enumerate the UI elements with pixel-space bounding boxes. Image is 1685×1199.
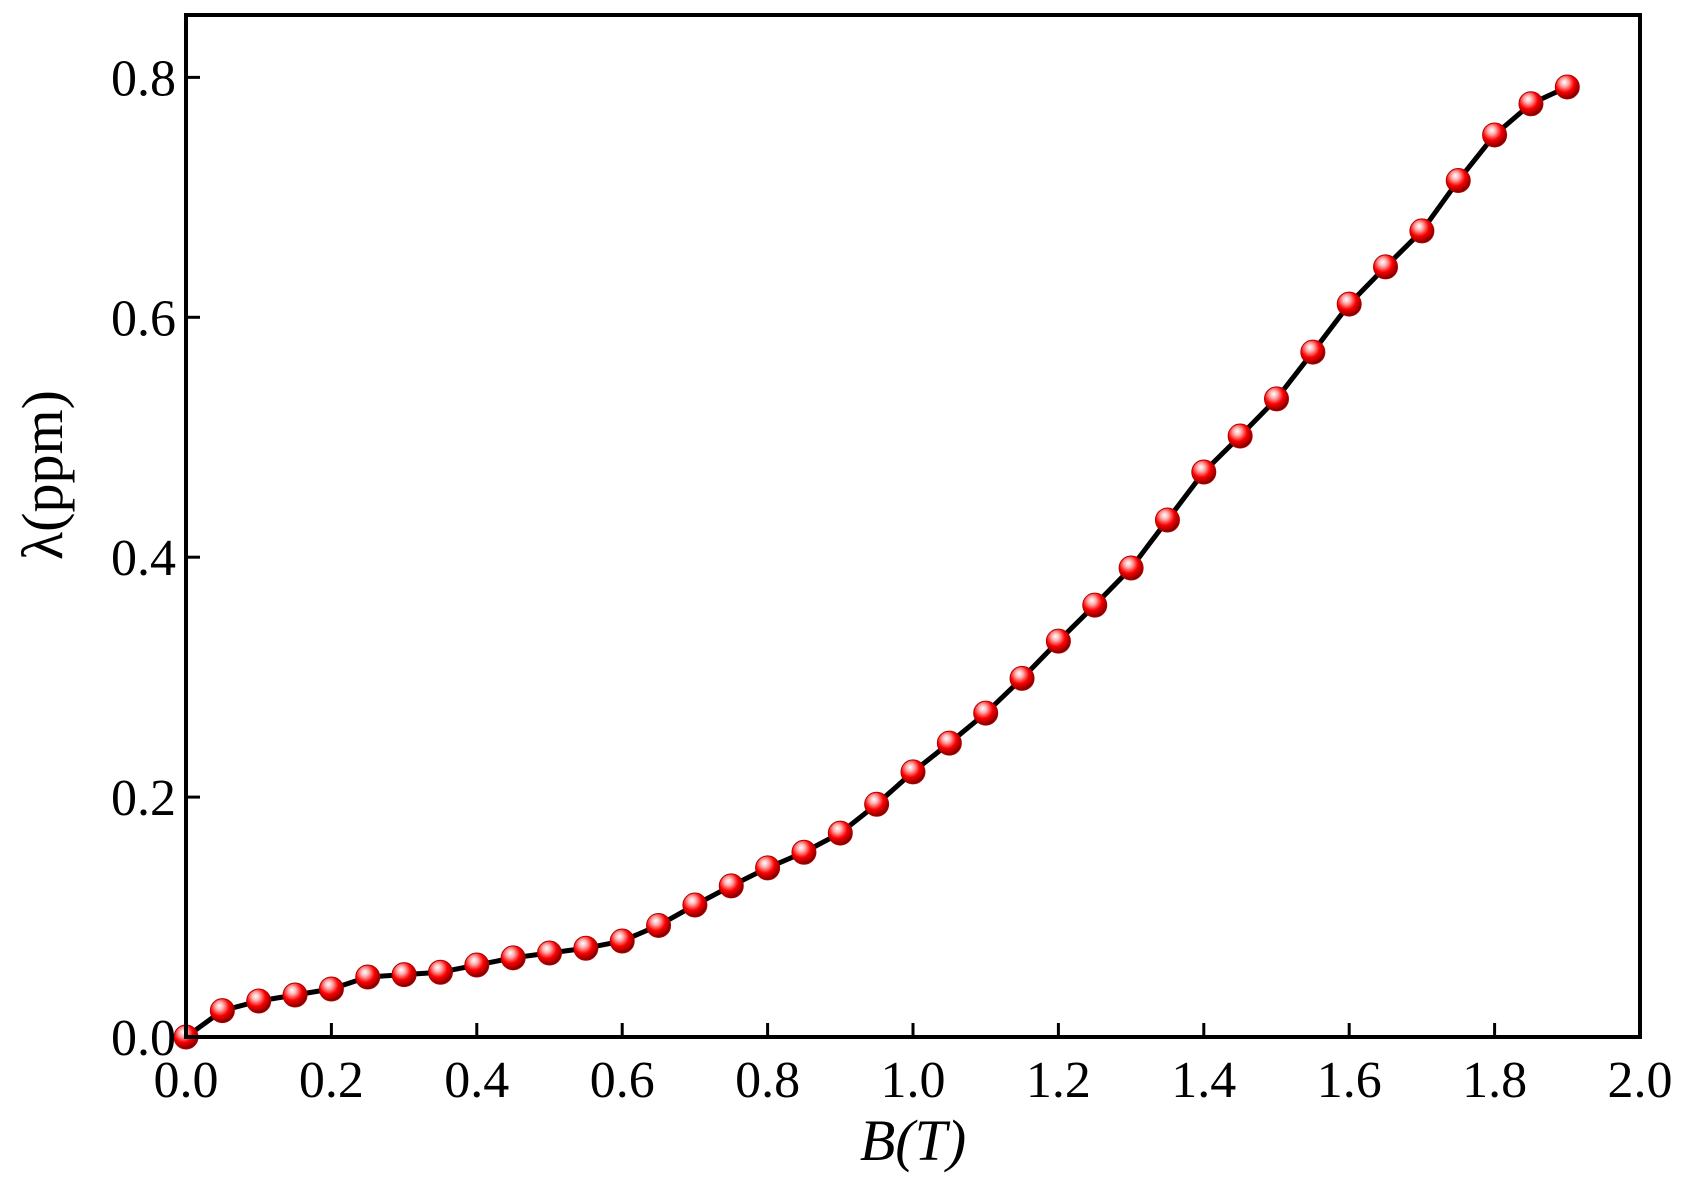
data-point — [1045, 628, 1071, 654]
x-tick-label: 0.2 — [299, 1052, 364, 1109]
data-point — [500, 945, 526, 971]
data-point — [355, 964, 381, 990]
data-point — [609, 928, 635, 954]
data-point — [1082, 592, 1108, 618]
data-point — [973, 700, 999, 726]
data-point — [1518, 91, 1544, 117]
data-point — [1154, 507, 1180, 533]
data-point — [282, 982, 308, 1008]
data-point — [682, 892, 708, 918]
data-point — [1118, 555, 1144, 581]
data-point — [1554, 74, 1580, 100]
x-tick-label: 0.8 — [735, 1052, 800, 1109]
data-point — [900, 759, 926, 785]
y-tick-label: 0.4 — [111, 530, 176, 587]
data-point — [209, 998, 235, 1024]
y-tick-label: 0.8 — [111, 50, 176, 107]
data-point — [391, 962, 417, 988]
y-axis-label: λ(ppm) — [10, 390, 75, 560]
x-tick-label: 0.4 — [444, 1052, 509, 1109]
y-tick-label: 0.6 — [111, 290, 176, 347]
data-point — [791, 839, 817, 865]
x-tick-label: 1.2 — [1026, 1052, 1091, 1109]
data-point — [718, 873, 744, 899]
data-point — [318, 976, 344, 1002]
data-point — [1264, 386, 1289, 412]
data-point — [464, 952, 490, 978]
data-point — [827, 820, 853, 846]
x-tick-label: 1.6 — [1317, 1052, 1382, 1109]
data-point — [1336, 291, 1362, 317]
data-point — [1409, 218, 1435, 244]
x-tick-label: 1.4 — [1171, 1052, 1236, 1109]
data-point — [1373, 254, 1399, 280]
data-point — [1445, 168, 1471, 194]
x-tick-label: 1.8 — [1462, 1052, 1527, 1109]
y-tick-label: 0.0 — [111, 1010, 176, 1067]
y-tick-label: 0.2 — [111, 770, 176, 827]
data-point — [246, 988, 272, 1014]
data-point — [755, 855, 781, 881]
data-point — [646, 912, 672, 938]
data-point — [537, 940, 562, 966]
data-line — [184, 84, 1569, 1040]
data-point — [1300, 339, 1326, 365]
x-tick-label: 0.0 — [154, 1052, 219, 1109]
data-point — [1191, 459, 1217, 485]
data-point — [427, 959, 453, 985]
data-point — [936, 730, 962, 756]
data-point — [1227, 423, 1253, 449]
x-tick-label: 0.6 — [590, 1052, 655, 1109]
data-point — [864, 791, 890, 817]
plot-frame — [184, 13, 1642, 1039]
x-axis-label: B(T) — [860, 1108, 966, 1173]
x-tick-label: 1.0 — [881, 1052, 946, 1109]
data-point — [1482, 122, 1508, 148]
x-tick-label: 2.0 — [1608, 1052, 1673, 1109]
data-point — [573, 935, 599, 961]
data-point — [1009, 665, 1035, 691]
